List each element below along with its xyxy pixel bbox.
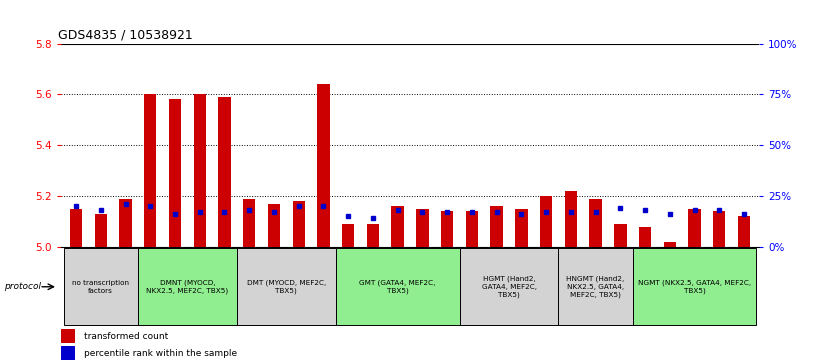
Bar — [441, 211, 454, 247]
Bar — [392, 206, 404, 247]
Bar — [219, 97, 231, 247]
Text: DMT (MYOCD, MEF2C,
TBX5): DMT (MYOCD, MEF2C, TBX5) — [246, 280, 326, 294]
Bar — [144, 94, 157, 247]
Bar — [639, 227, 651, 247]
Text: no transcription
factors: no transcription factors — [73, 280, 129, 294]
Bar — [268, 204, 280, 247]
Bar — [243, 199, 255, 247]
Text: HGMT (Hand2,
GATA4, MEF2C,
TBX5): HGMT (Hand2, GATA4, MEF2C, TBX5) — [481, 276, 536, 298]
Bar — [366, 224, 379, 247]
Bar — [713, 211, 725, 247]
Bar — [317, 84, 330, 247]
Bar — [466, 211, 478, 247]
Bar — [738, 216, 750, 247]
Bar — [459, 248, 558, 325]
Text: GDS4835 / 10538921: GDS4835 / 10538921 — [58, 28, 193, 41]
Bar — [614, 224, 627, 247]
Bar — [193, 94, 206, 247]
Bar — [515, 209, 528, 247]
Bar — [663, 242, 676, 247]
Bar — [490, 206, 503, 247]
Text: percentile rank within the sample: percentile rank within the sample — [83, 349, 237, 358]
Bar — [70, 209, 82, 247]
Bar — [95, 214, 107, 247]
Bar — [632, 248, 756, 325]
Bar — [342, 224, 354, 247]
Bar — [61, 346, 75, 360]
Bar — [119, 199, 131, 247]
Bar — [689, 209, 701, 247]
Bar — [565, 191, 577, 247]
Bar — [292, 201, 305, 247]
Bar — [558, 248, 632, 325]
Bar — [138, 248, 237, 325]
Text: protocol: protocol — [4, 282, 41, 291]
Bar — [589, 199, 601, 247]
Bar — [64, 248, 138, 325]
Text: transformed count: transformed count — [83, 332, 168, 340]
Text: DMNT (MYOCD,
NKX2.5, MEF2C, TBX5): DMNT (MYOCD, NKX2.5, MEF2C, TBX5) — [146, 280, 228, 294]
Bar — [169, 99, 181, 247]
Text: GMT (GATA4, MEF2C,
TBX5): GMT (GATA4, MEF2C, TBX5) — [360, 280, 436, 294]
Text: HNGMT (Hand2,
NKX2.5, GATA4,
MEF2C, TBX5): HNGMT (Hand2, NKX2.5, GATA4, MEF2C, TBX5… — [566, 276, 625, 298]
Bar — [336, 248, 459, 325]
Bar — [416, 209, 428, 247]
Bar — [540, 196, 552, 247]
Bar — [237, 248, 336, 325]
Bar — [61, 329, 75, 343]
Text: NGMT (NKX2.5, GATA4, MEF2C,
TBX5): NGMT (NKX2.5, GATA4, MEF2C, TBX5) — [638, 280, 751, 294]
